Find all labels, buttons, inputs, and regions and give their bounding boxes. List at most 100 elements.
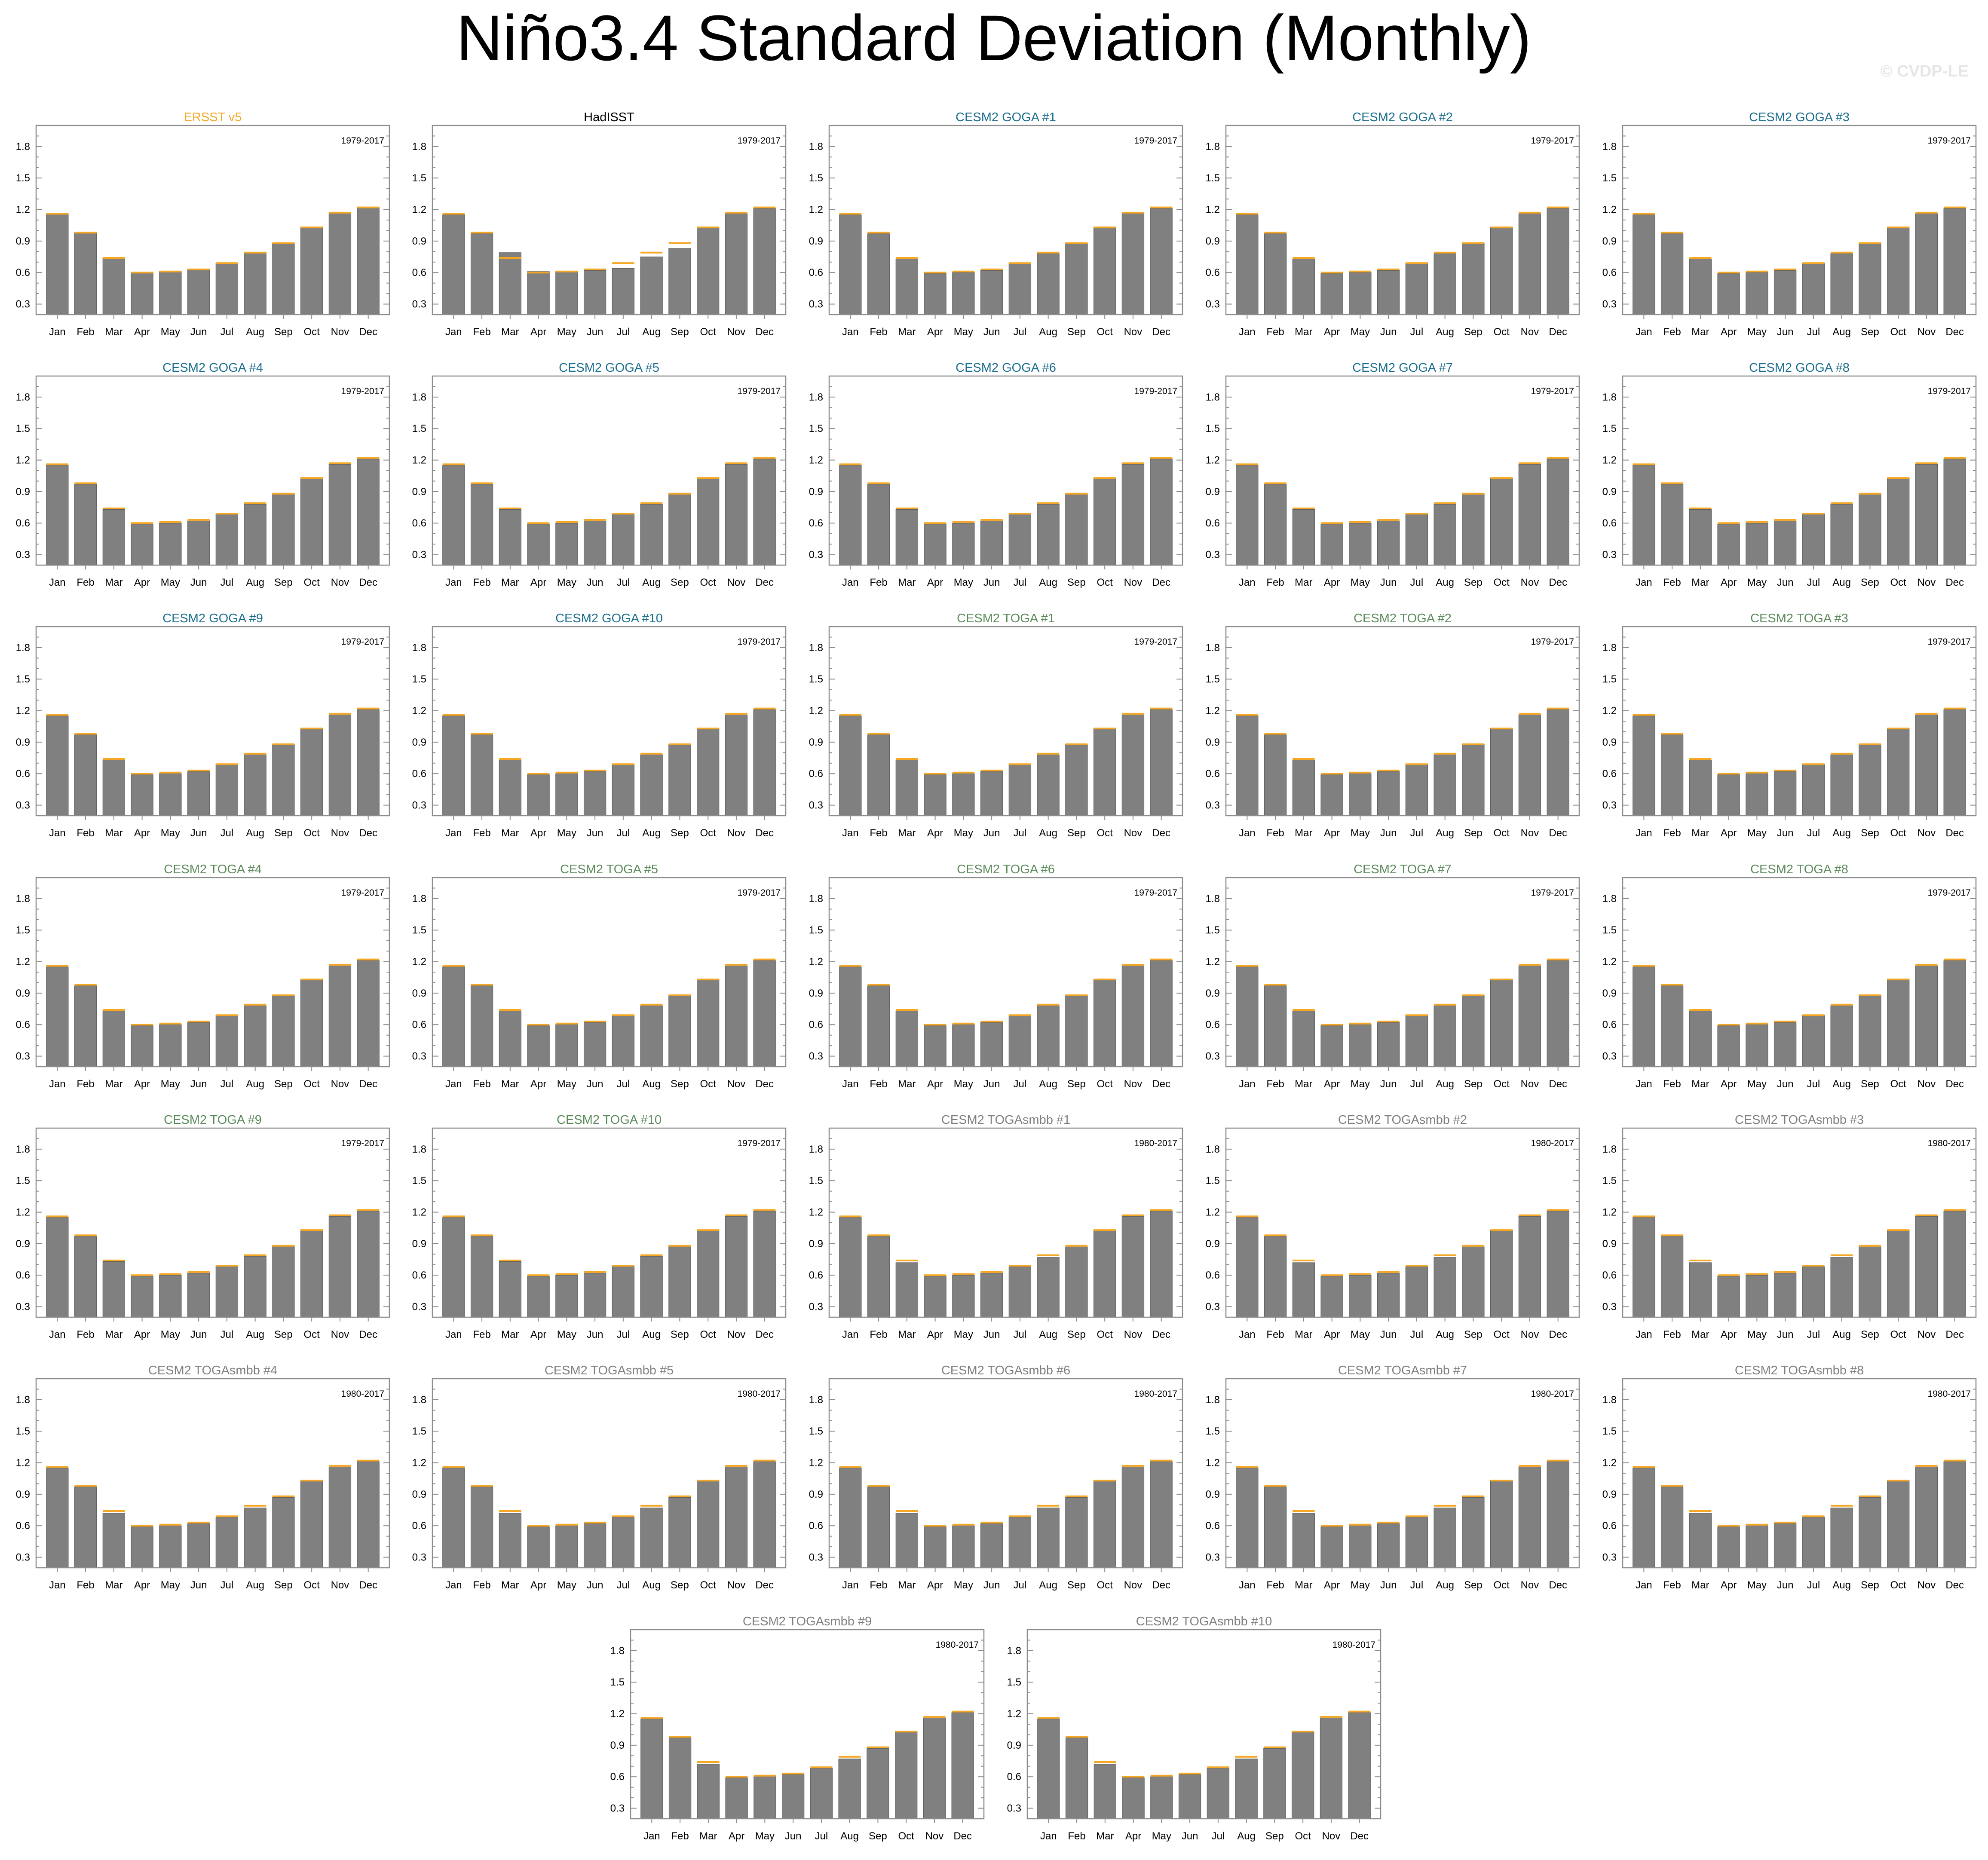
x-tick-label: Dec <box>1549 326 1567 338</box>
y-tick-label: 0.6 <box>1206 267 1220 278</box>
x-tick-label: Mar <box>501 827 519 839</box>
bar <box>1349 1024 1372 1067</box>
bar <box>1349 272 1372 315</box>
bar <box>1121 213 1145 315</box>
x-tick-label: Oct <box>303 577 320 588</box>
x-tick-label: Jul <box>617 577 630 588</box>
bar <box>131 1025 153 1067</box>
x-tick-label: Jul <box>1410 1329 1424 1340</box>
x-tick-label: Mar <box>105 577 123 588</box>
bar <box>924 1025 947 1067</box>
bar <box>640 504 663 566</box>
x-tick-label: Aug <box>1436 577 1454 588</box>
y-tick-label: 0.3 <box>1206 1051 1220 1062</box>
bar <box>1264 484 1287 566</box>
bar <box>1121 965 1145 1067</box>
y-tick-label: 0.9 <box>412 236 426 247</box>
plot-frame <box>828 626 1183 817</box>
x-tick-label: Sep <box>1067 577 1086 588</box>
y-tick-label: 1.5 <box>610 1676 625 1688</box>
x-tick-label: Dec <box>1945 326 1964 338</box>
watermark: © CVDP-LE <box>1881 62 1969 80</box>
x-tick-label: Mar <box>1691 827 1709 839</box>
x-tick-label: Nov <box>727 1078 746 1090</box>
x-tick-label: Jun <box>190 1078 207 1090</box>
bar <box>499 509 521 566</box>
panel-title: CESM2 TOGA #8 <box>1750 863 1848 876</box>
x-tick-label: Apr <box>1721 1579 1737 1591</box>
bar <box>357 1211 380 1318</box>
x-tick-label: Aug <box>1039 827 1057 839</box>
chart-panel: CESM2 TOGAsmbb #6 1980-2017 Jan Feb Mar Apr Ma… <box>809 1364 1183 1591</box>
y-tick-label: 1.8 <box>1206 642 1220 654</box>
y-tick-label: 0.6 <box>1602 1520 1617 1532</box>
x-tick-label: Jul <box>1014 326 1027 338</box>
x-tick-label: Apr <box>927 1078 943 1090</box>
x-tick-label: Feb <box>870 1329 887 1340</box>
plot-frame <box>630 1629 985 1820</box>
chart-panel: CESM2 TOGAsmbb #1 1980-2017 Jan Feb Mar Apr Ma… <box>809 1113 1183 1340</box>
y-tick-label: 0.9 <box>1206 1238 1220 1250</box>
period-label: 1980-2017 <box>1531 1138 1574 1148</box>
x-tick-label: Apr <box>134 827 150 839</box>
x-tick-label: Dec <box>1549 1078 1567 1090</box>
y-tick-label: 1.8 <box>610 1645 625 1657</box>
y-tick-label: 0.9 <box>809 1238 823 1250</box>
y-tick-label: 1.8 <box>412 642 426 654</box>
bar <box>499 1513 521 1568</box>
bar <box>1462 493 1485 566</box>
period-label: 1979-2017 <box>1531 637 1574 647</box>
bar <box>1689 1513 1712 1568</box>
bar <box>839 716 862 816</box>
bar <box>1887 728 1910 816</box>
bar <box>1462 1497 1485 1568</box>
bar <box>980 1523 1003 1568</box>
bar <box>1660 484 1684 566</box>
bar <box>159 1024 182 1067</box>
bar <box>272 493 295 566</box>
x-tick-label: Apr <box>927 827 943 839</box>
y-tick-label: 0.3 <box>412 549 426 561</box>
bar <box>300 227 323 315</box>
panel-title: CESM2 TOGAsmbb #9 <box>743 1615 872 1628</box>
bar <box>1037 754 1060 816</box>
bar <box>1236 1217 1259 1318</box>
bar <box>1518 1466 1541 1568</box>
x-tick-label: Dec <box>1945 1579 1964 1591</box>
bar <box>131 1276 153 1318</box>
bar <box>555 1275 578 1318</box>
panel-title: CESM2 TOGAsmbb #3 <box>1735 1113 1864 1127</box>
plot-frame <box>828 1378 1183 1569</box>
chart-panel: CESM2 GOGA #10 1979-2017 Jan Feb Mar Apr May Ju… <box>412 612 787 839</box>
x-tick-label: Nov <box>1124 577 1143 588</box>
x-tick-label: Dec <box>755 1579 774 1591</box>
bar <box>583 520 607 566</box>
y-tick-label: 0.9 <box>1602 737 1617 748</box>
chart-panel: CESM2 TOGAsmbb #10 1980-2017 Jan Feb Mar Apr M… <box>1007 1615 1381 1842</box>
plot-frame <box>432 626 787 817</box>
x-tick-label: Apr <box>1324 577 1340 588</box>
bar <box>895 258 918 315</box>
bar <box>980 270 1003 315</box>
bar <box>1802 764 1825 816</box>
bar <box>612 1517 635 1568</box>
period-label: 1979-2017 <box>738 637 781 647</box>
bar <box>1660 1487 1684 1568</box>
bar <box>1292 509 1315 566</box>
x-tick-label: Dec <box>359 577 377 588</box>
x-tick-label: Aug <box>1436 827 1454 839</box>
y-tick-label: 0.6 <box>1206 1270 1220 1281</box>
x-tick-label: Jul <box>1807 1078 1820 1090</box>
period-label: 1980-2017 <box>1134 1389 1177 1399</box>
y-tick-label: 0.3 <box>16 1552 30 1563</box>
chart-panel: CESM2 TOGAsmbb #2 1980-2017 Jan Feb Mar Apr Ma… <box>1206 1113 1580 1340</box>
bar <box>1490 227 1513 315</box>
chart-panel: CESM2 GOGA #7 1979-2017 Jan Feb Mar Apr May Jun… <box>1206 361 1580 588</box>
bar <box>668 248 691 315</box>
bar <box>1292 759 1315 816</box>
x-tick-label: May <box>1351 827 1370 839</box>
x-tick-label: Sep <box>1067 1329 1086 1340</box>
bar <box>1490 979 1513 1067</box>
bar <box>1320 1527 1343 1568</box>
y-tick-label: 1.5 <box>1602 673 1617 685</box>
